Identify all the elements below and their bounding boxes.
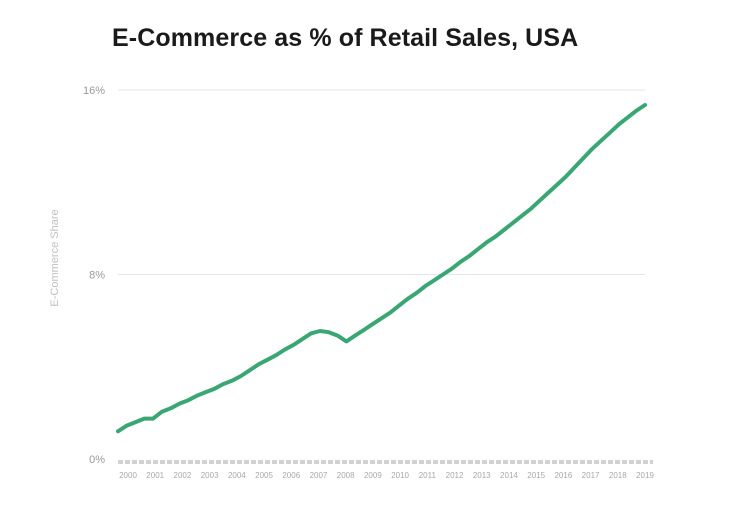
y-axis-label: E-Commerce Share (49, 209, 61, 306)
x-tick-label: 2018 (609, 471, 627, 480)
x-tick-label: 2014 (500, 471, 518, 480)
x-tick-label: 2019 (636, 471, 654, 480)
y-tick-label: 8% (89, 270, 105, 282)
y-axis-ticks: 0% 8% 16% (83, 85, 105, 466)
x-tick-label: 2009 (364, 471, 382, 480)
x-tick-label: 2006 (282, 471, 300, 480)
x-tick-label: 2000 (119, 471, 137, 480)
x-tick-label: 2004 (228, 471, 246, 480)
x-tick-label: 2010 (391, 471, 409, 480)
x-tick-label: 2011 (419, 471, 437, 480)
x-tick-label: 2002 (174, 471, 192, 480)
series-line (116, 103, 647, 434)
x-tick-label: 2013 (473, 471, 491, 480)
x-tick-label: 2017 (582, 471, 600, 480)
chart-title: E-Commerce as % of Retail Sales, USA (112, 24, 579, 52)
x-axis-ticks: 2000 2001 2002 2003 2004 2005 2006 2007 2008 2009… (119, 471, 654, 480)
y-tick-label: 16% (83, 85, 105, 97)
x-tick-label: 2003 (201, 471, 219, 480)
x-tick-label: 2007 (310, 471, 328, 480)
x-tick-label: 2016 (554, 471, 572, 480)
x-tick-label: 2015 (527, 471, 545, 480)
y-tick-label: 0% (89, 454, 105, 466)
x-tick-label: 2005 (255, 471, 273, 480)
gridlines (118, 89, 645, 275)
x-tick-label: 2012 (446, 471, 464, 480)
x-tick-label: 2008 (337, 471, 355, 480)
series-group (116, 103, 647, 434)
x-tick-label: 2001 (146, 471, 164, 480)
